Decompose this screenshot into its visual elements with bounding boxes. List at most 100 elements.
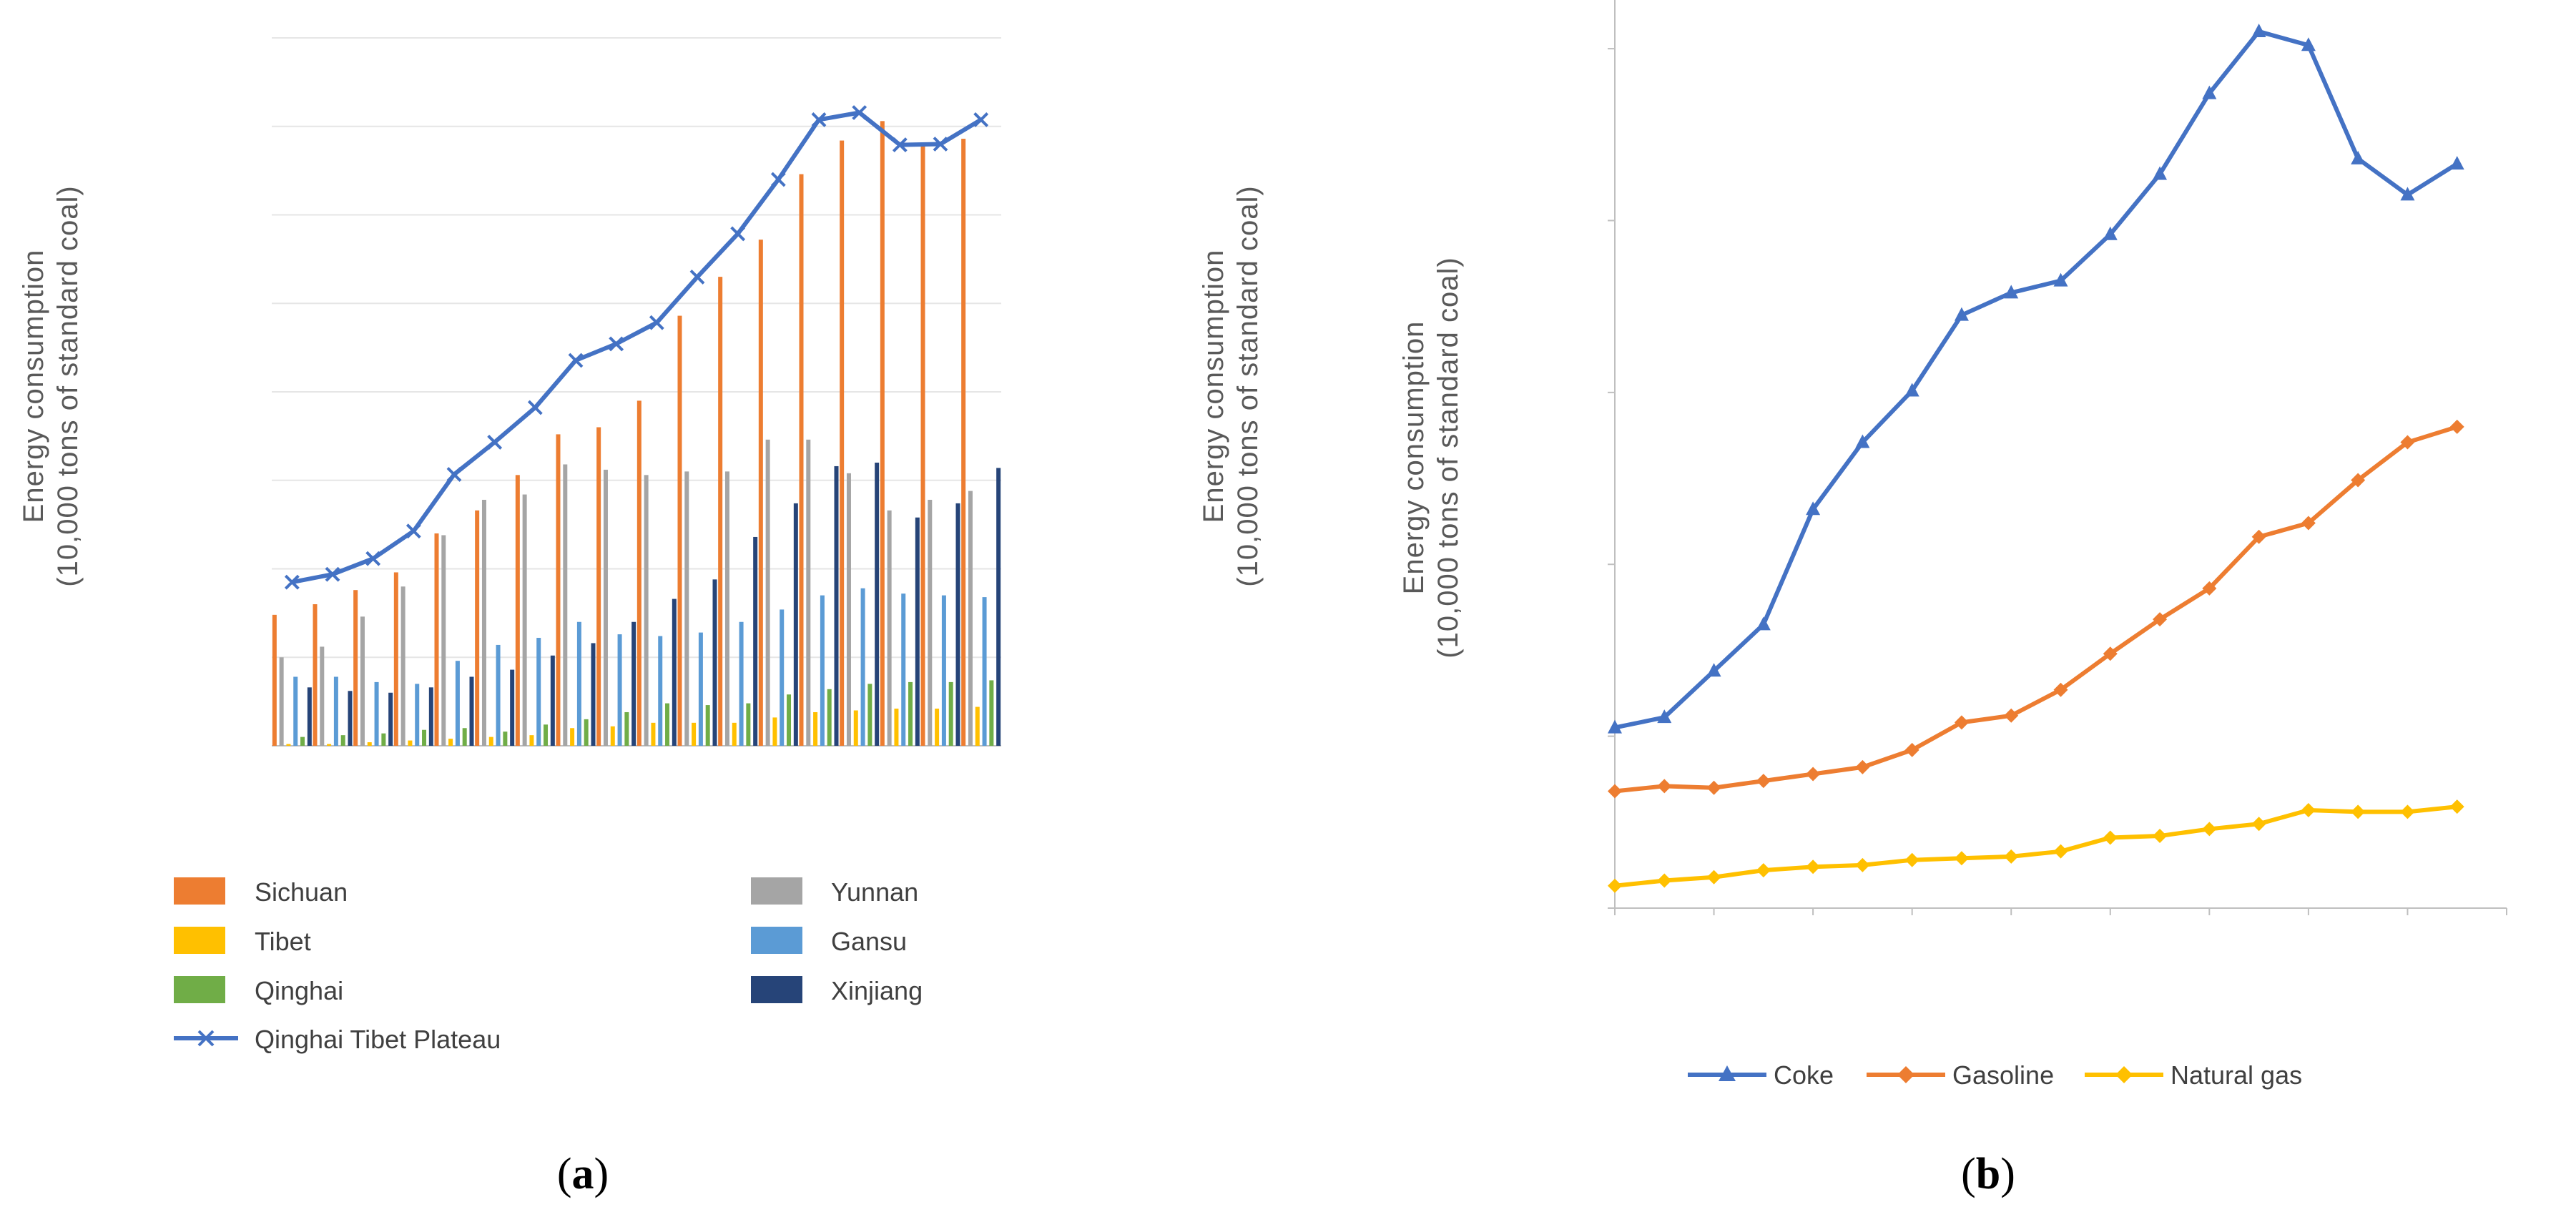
bar-yunnan-2004 [441, 535, 446, 746]
point-coke-2014 [2301, 37, 2316, 51]
point-natural-gas-2009 [2053, 844, 2068, 859]
bar-gansu-2005 [496, 644, 501, 746]
panel-a-caption-letter: a [572, 1150, 594, 1198]
legend-label-plateau: Qinghai Tibet Plateau [255, 1025, 501, 1054]
point-qinghai-tibet-plateau-2001 [325, 566, 340, 582]
bar-yunnan-2017 [968, 491, 973, 746]
bar-sichuan-2014 [840, 140, 845, 747]
bar-yunnan-2009 [644, 475, 649, 746]
bar-yunnan-2006 [522, 494, 527, 746]
point-natural-gas-2000 [1608, 878, 1622, 893]
bar-tibet-2008 [610, 726, 615, 746]
point-natural-gas-2013 [2251, 817, 2266, 832]
point-natural-gas-2005 [1855, 857, 1870, 872]
point-coke-2006 [1904, 383, 1919, 397]
point-qinghai-tibet-plateau-2011 [730, 226, 746, 242]
point-gasoline-2012 [2202, 581, 2217, 596]
bar-gansu-2008 [617, 634, 622, 746]
point-qinghai-tibet-plateau-2007 [568, 353, 584, 368]
bar-sichuan-2006 [515, 475, 520, 746]
point-qinghai-tibet-plateau-2012 [770, 172, 786, 187]
bar-xinjiang-2009 [672, 598, 677, 746]
bar-xinjiang-2012 [793, 503, 798, 746]
bar-yunnan-2016 [928, 499, 933, 746]
point-coke-2010 [2103, 226, 2118, 240]
panel-b-series-lines [1608, 24, 2464, 893]
point-coke-2002 [1706, 663, 1721, 677]
point-natural-gas-2017 [2449, 799, 2464, 814]
bar-gansu-2015 [901, 593, 906, 746]
bar-gansu-2013 [820, 595, 825, 746]
legend-marker-natural-gas [2115, 1066, 2133, 1083]
bar-tibet-2014 [853, 710, 858, 746]
bar-xinjiang-2015 [915, 517, 920, 746]
point-gasoline-2005 [1855, 759, 1870, 774]
point-gasoline-2009 [2053, 682, 2068, 697]
bar-gansu-2012 [780, 609, 785, 746]
bar-sichuan-2013 [799, 174, 804, 746]
point-coke-2011 [2153, 166, 2168, 180]
bar-qinghai-2011 [746, 703, 751, 746]
point-natural-gas-2011 [2153, 829, 2168, 844]
legend-marker-gasoline [1897, 1066, 1914, 1083]
point-gasoline-2011 [2153, 612, 2168, 627]
bar-tibet-2000 [286, 744, 291, 746]
panel-b: Energy consumption (10,000 tons of stand… [1398, 0, 2507, 1198]
bar-gansu-2011 [739, 621, 744, 746]
point-gasoline-2015 [2351, 473, 2366, 488]
point-coke-2004 [1806, 501, 1821, 516]
bar-xinjiang-2011 [753, 536, 758, 746]
bar-yunnan-2008 [603, 469, 608, 746]
point-qinghai-tibet-plateau-2013 [811, 112, 827, 127]
bar-tibet-2017 [975, 706, 980, 746]
bar-sichuan-2001 [313, 604, 318, 746]
point-gasoline-2007 [1954, 715, 1969, 730]
bar-yunnan-2000 [279, 657, 284, 746]
bar-qinghai-2004 [462, 728, 467, 746]
bar-gansu-2006 [536, 638, 541, 746]
panel-a-plateau-line [284, 105, 989, 590]
legend-swatch-yunnan [751, 877, 802, 905]
bar-yunnan-2003 [400, 586, 405, 746]
bar-tibet-2016 [935, 709, 940, 746]
point-gasoline-2016 [2400, 435, 2415, 450]
point-qinghai-tibet-plateau-2003 [405, 523, 421, 539]
bar-sichuan-2009 [636, 400, 641, 746]
bar-tibet-2010 [692, 722, 697, 746]
point-natural-gas-2002 [1706, 869, 1721, 885]
bar-tibet-2005 [488, 736, 493, 746]
bar-xinjiang-2008 [631, 621, 636, 746]
bar-gansu-2001 [333, 676, 338, 746]
bar-tibet-2004 [448, 739, 453, 746]
bar-sichuan-2011 [718, 277, 723, 746]
bar-qinghai-2001 [340, 735, 345, 746]
bar-gansu-2017 [982, 597, 987, 746]
bar-sichuan-2016 [920, 144, 925, 746]
bar-sichuan-2000 [272, 614, 277, 746]
bar-xinjiang-2003 [428, 687, 433, 746]
point-coke-2012 [2202, 85, 2217, 99]
bar-yunnan-2001 [320, 646, 325, 746]
bar-sichuan-2003 [393, 572, 398, 746]
bar-xinjiang-2017 [996, 468, 1001, 746]
bar-xinjiang-2001 [348, 691, 353, 746]
point-natural-gas-2016 [2400, 804, 2415, 819]
bar-xinjiang-2005 [510, 669, 515, 746]
point-natural-gas-2003 [1756, 863, 1771, 878]
legend-label-yunnan: Yunnan [831, 877, 918, 907]
panel-b-axes [1614, 0, 2507, 909]
bar-qinghai-2006 [544, 724, 549, 746]
point-qinghai-tibet-plateau-2006 [527, 400, 543, 415]
legend-swatch-qinghai [174, 976, 225, 1003]
bar-gansu-2004 [455, 661, 460, 746]
bar-qinghai-2015 [908, 681, 913, 746]
legend-marker-coke [1719, 1065, 1736, 1081]
point-qinghai-tibet-plateau-2017 [973, 112, 989, 127]
legend-swatch-sichuan [174, 877, 225, 905]
panel-b-caption-letter: b [1976, 1150, 2000, 1198]
point-gasoline-2013 [2251, 529, 2266, 544]
panel-a-right-axis-title-line1: Energy consumption [1198, 250, 1229, 523]
point-gasoline-2014 [2301, 516, 2316, 531]
bar-xinjiang-2000 [307, 687, 312, 746]
bar-tibet-2015 [894, 709, 899, 746]
